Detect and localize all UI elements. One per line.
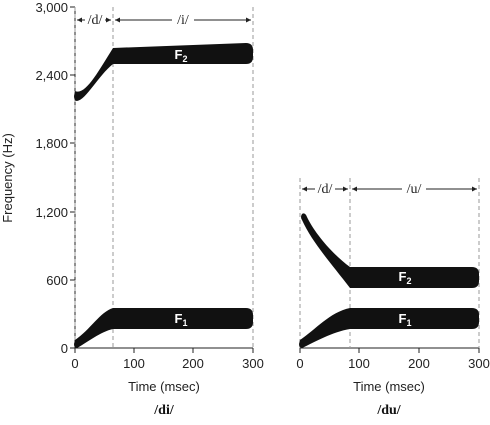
panel-di: 0 100 200 300 Time (msec) /di/ /d/ /i/ F… [71, 7, 264, 418]
y-axis-title: Frequency (Hz) [0, 133, 15, 223]
formant-band-f2-du [301, 213, 479, 288]
x-tick-di-0: 0 [71, 356, 78, 371]
y-tick-2400: 2,400 [35, 68, 68, 83]
x-axis-title-di: Time (msec) [128, 379, 200, 394]
x-tick-du-100: 100 [348, 356, 370, 371]
y-tick-600: 600 [46, 273, 68, 288]
formant-band-f2-di [74, 43, 253, 101]
segment-label-d-di: /d/ [88, 13, 103, 28]
y-tick-3000: 3,000 [35, 0, 68, 15]
formant-label-f2-di: F2 [175, 47, 188, 64]
segment-label-i: /i/ [177, 13, 189, 28]
segment-arrow-i: /i/ [115, 12, 251, 28]
segment-arrow-d-di: /d/ [77, 12, 111, 28]
syllable-label-du: /du/ [376, 403, 401, 418]
panel-du: 0 100 200 300 Time (msec) /du/ /d/ /u/ F… [296, 178, 490, 418]
syllable-label-di: /di/ [153, 403, 175, 418]
y-tick-0: 0 [61, 341, 68, 356]
x-tick-du-200: 200 [408, 356, 430, 371]
y-axis: 3,000 2,400 1,800 1,200 600 0 Frequency … [0, 0, 76, 356]
y-tick-1800: 1,800 [35, 136, 68, 151]
formant-band-f1-du [299, 308, 479, 348]
x-tick-di-100: 100 [123, 356, 145, 371]
segment-arrow-u: /u/ [352, 181, 477, 197]
x-tick-di-200: 200 [182, 356, 204, 371]
formant-label-f1-du: F1 [399, 311, 412, 328]
segment-arrow-d-du: /d/ [302, 181, 348, 197]
segment-label-d-du: /d/ [318, 182, 333, 197]
formant-label-f2-du: F2 [399, 269, 412, 286]
formant-band-f1-di [74, 308, 253, 348]
segment-label-u: /u/ [407, 182, 422, 197]
x-tick-di-300: 300 [242, 356, 264, 371]
x-axis-title-du: Time (msec) [353, 379, 425, 394]
y-tick-1200: 1,200 [35, 205, 68, 220]
x-tick-du-300: 300 [468, 356, 490, 371]
x-tick-du-0: 0 [296, 356, 303, 371]
formant-label-f1-di: F1 [175, 311, 188, 328]
